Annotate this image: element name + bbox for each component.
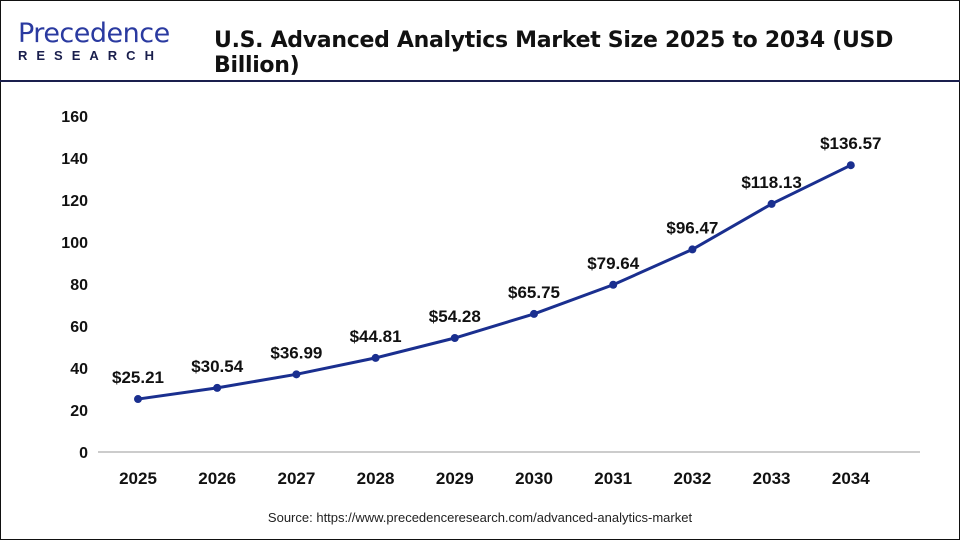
data-label: $44.81 xyxy=(350,327,402,346)
x-tick-label: 2030 xyxy=(515,469,553,488)
y-tick-label: 60 xyxy=(70,319,88,336)
data-label: $79.64 xyxy=(587,254,640,273)
data-point xyxy=(767,199,776,208)
x-tick-label: 2028 xyxy=(357,469,395,488)
x-tick-label: 2027 xyxy=(277,469,315,488)
data-point xyxy=(846,161,855,170)
logo-line2: RESEARCH xyxy=(18,48,163,63)
x-tick-label: 2033 xyxy=(753,469,791,488)
data-label: $96.47 xyxy=(666,218,718,237)
x-tick-label: 2032 xyxy=(673,469,711,488)
series-line xyxy=(137,163,852,401)
data-label: $136.57 xyxy=(820,134,881,153)
source-text: Source: https://www.precedenceresearch.c… xyxy=(267,510,693,525)
data-label: $25.21 xyxy=(112,368,164,387)
chart-title: U.S. Advanced Analytics Market Size 2025… xyxy=(214,28,894,78)
data-label: $36.99 xyxy=(270,343,322,362)
data-point xyxy=(371,353,380,362)
x-tick-label: 2026 xyxy=(198,469,236,488)
x-tick-label: 2034 xyxy=(832,469,870,488)
y-tick-label: 0 xyxy=(79,445,88,462)
y-tick-label: 160 xyxy=(61,109,88,126)
x-tick-label: 2025 xyxy=(119,469,157,488)
data-point xyxy=(530,309,538,318)
header: Precedence RESEARCH U.S. Advanced Analyt… xyxy=(0,0,960,82)
y-tick-label: 140 xyxy=(61,151,88,168)
data-point xyxy=(292,370,301,379)
x-tick-label: 2031 xyxy=(594,469,632,488)
data-point xyxy=(609,280,618,289)
data-label: $54.28 xyxy=(429,307,481,326)
y-tick-label: 100 xyxy=(61,235,88,252)
y-tick-label: 40 xyxy=(70,361,88,378)
data-label: $65.75 xyxy=(508,283,560,302)
data-label: $118.13 xyxy=(741,173,802,192)
data-point xyxy=(134,395,142,404)
logo-line1: Precedence xyxy=(18,18,170,49)
y-tick-label: 120 xyxy=(61,193,88,210)
data-point xyxy=(688,245,697,254)
data-point xyxy=(450,334,459,343)
precedence-research-logo: Precedence RESEARCH xyxy=(18,20,170,64)
data-label: $30.54 xyxy=(191,357,244,376)
y-tick-label: 20 xyxy=(70,403,88,420)
y-tick-label: 80 xyxy=(70,277,88,294)
data-point xyxy=(213,383,222,392)
x-tick-label: 2029 xyxy=(436,469,474,488)
